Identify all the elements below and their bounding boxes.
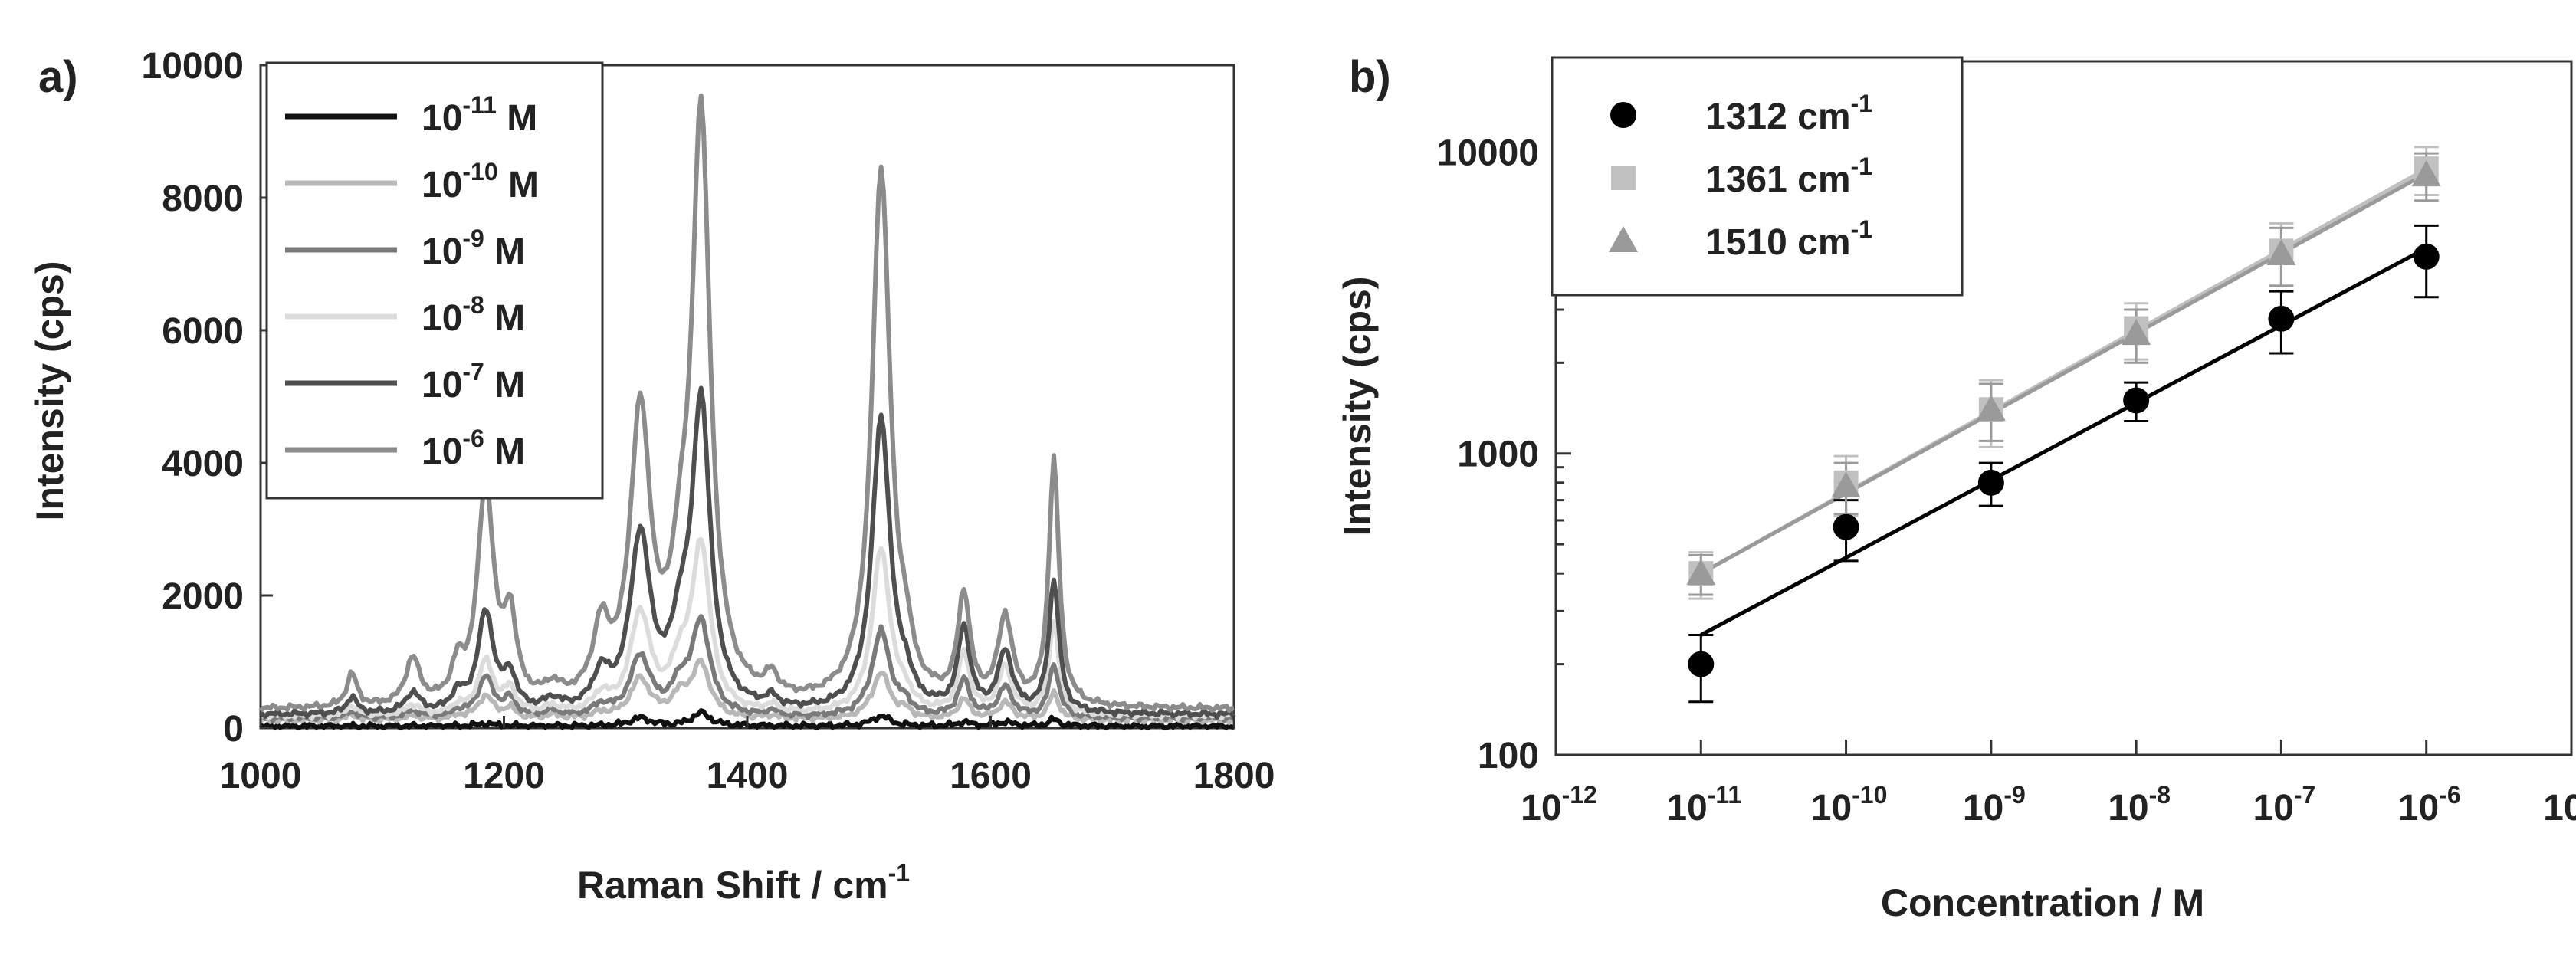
data-point-circle — [2123, 387, 2150, 414]
x-tick-label-a: 1400 — [707, 756, 789, 796]
x-tick-label-b: 10-5 — [2543, 781, 2576, 828]
data-point-triangle — [1976, 395, 2006, 422]
legend-entry-a: 10-6 M — [422, 425, 525, 472]
y-tick-label-a: 8000 — [162, 179, 244, 219]
y-tick-label-a: 2000 — [162, 576, 244, 617]
axes-b — [1554, 60, 2573, 756]
data-point-triangle — [2266, 239, 2296, 266]
legend-entry-b: 1510 cm-1 — [1705, 215, 1872, 263]
spectra-chart: a) 0 2000 4000 6000 8000 10000 1000 1200 1400 160… — [28, 46, 1275, 907]
data-point-circle — [2268, 305, 2295, 332]
plot-frame-b — [1554, 60, 2573, 756]
legend-entry-b: 1312 cm-1 — [1705, 90, 1872, 137]
x-axis-title-a: Raman Shift / cm-1 — [577, 859, 910, 907]
spectra-series — [258, 93, 1236, 730]
x-tick-label-a: 1600 — [950, 756, 1032, 796]
y-tick-label-a: 6000 — [162, 311, 244, 352]
x-tick-label-a: 1800 — [1193, 756, 1275, 796]
x-tick-label-b: 10-12 — [1521, 781, 1597, 828]
y-tick-label-a: 0 — [223, 709, 244, 750]
legend-entry-a: 10-11 M — [422, 91, 537, 139]
data-point-triangle — [2122, 319, 2151, 346]
spectrum-line--9 — [260, 614, 1235, 723]
legend-entry-a: 10-9 M — [422, 225, 525, 272]
legend-entry-a: 10-7 M — [422, 358, 525, 405]
x-axis-title-b: Concentration / M — [1881, 881, 2204, 924]
legend-marker-b — [1609, 226, 1638, 252]
calibration-series — [1686, 146, 2441, 704]
legend-marker-b — [1611, 166, 1636, 190]
y-tick-label-b: 1000 — [1457, 435, 1539, 475]
legend-marker-b — [1610, 102, 1636, 128]
y-axis-title-b: Intensity (cps) — [1336, 277, 1379, 536]
y-tick-label-a: 10000 — [142, 46, 244, 87]
ticks-a: 0 2000 4000 6000 8000 10000 1000 1200 1400 1600 18… — [142, 46, 1275, 796]
legend-box-a — [265, 61, 604, 500]
data-point-triangle — [2411, 160, 2441, 187]
x-tick-label-a: 1000 — [220, 756, 302, 796]
data-point-circle — [1833, 513, 1859, 540]
fit-line — [1700, 246, 2427, 637]
spectrum-line--6 — [258, 93, 1235, 714]
data-point-triangle — [1831, 471, 1861, 498]
legend-entry-a: 10-8 M — [422, 291, 525, 339]
x-tick-label-b: 10-6 — [2398, 781, 2461, 828]
y-tick-label-a: 4000 — [162, 444, 244, 484]
ticks-b: 100 1000 10000 10-12 10-11 10-10 10-9 10-8 10-7 1… — [1437, 60, 2576, 828]
panel-label-a: a) — [38, 52, 78, 102]
legend-b: 1312 cm-1 1361 cm-1 1510 cm-1 — [1551, 56, 1964, 297]
x-tick-label-b: 10-10 — [1811, 781, 1888, 828]
x-tick-label-b: 10-7 — [2253, 781, 2316, 828]
panel-label-b: b) — [1349, 52, 1391, 102]
data-point-triangle — [1686, 559, 1716, 586]
legend-entry-a: 10-10 M — [422, 158, 539, 205]
fit-line — [1700, 171, 2427, 576]
x-tick-label-b: 10-11 — [1666, 781, 1741, 828]
data-point-circle — [2413, 243, 2440, 270]
spectrum-line--7 — [258, 385, 1236, 720]
legend-entry-b: 1361 cm-1 — [1705, 153, 1872, 200]
y-tick-label-b: 10000 — [1437, 133, 1539, 173]
y-axis-title-a: Intensity (cps) — [28, 261, 71, 521]
legend-a: 10-11 M 10-10 M 10-9 M 10-8 M 10-7 M 10-6 M — [265, 61, 604, 500]
x-tick-label-b: 10-8 — [2108, 781, 2171, 828]
data-point-circle — [1688, 651, 1715, 677]
x-tick-label-b: 10-9 — [1963, 781, 2026, 828]
spectrum-line--8 — [260, 536, 1235, 721]
data-point-circle — [1977, 469, 2004, 496]
y-tick-label-b: 100 — [1478, 736, 1539, 776]
x-tick-label-a: 1200 — [463, 756, 545, 796]
